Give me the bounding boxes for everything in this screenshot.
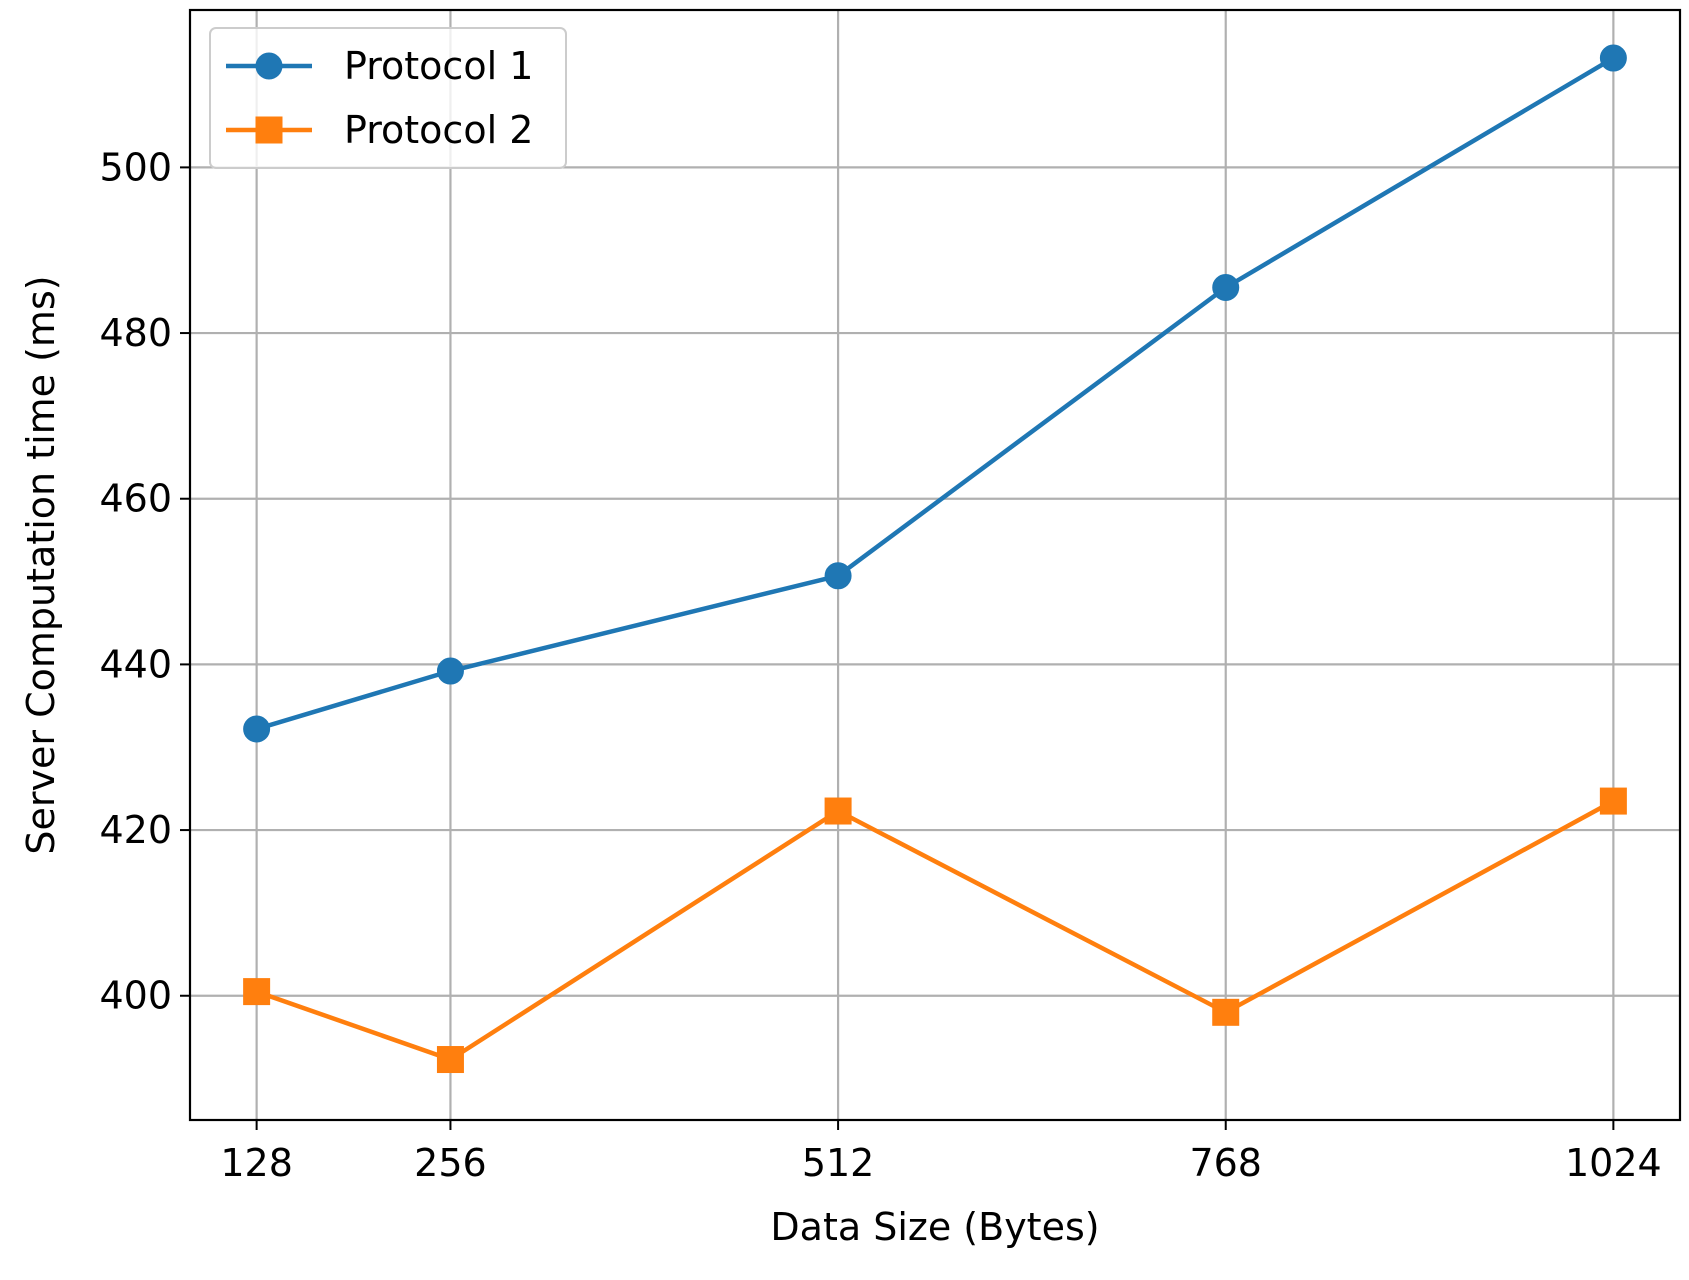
data-point-protocol-1 — [1212, 274, 1240, 301]
x-tick-label: 512 — [802, 1141, 875, 1185]
x-axis-label: Data Size (Bytes) — [770, 1205, 1099, 1249]
x-tick-label: 768 — [1189, 1141, 1262, 1185]
data-point-protocol-2 — [1212, 998, 1240, 1026]
series-protocol-2 — [243, 787, 1627, 1074]
data-point-protocol-2 — [1599, 787, 1627, 815]
x-tick-label: 1024 — [1565, 1141, 1662, 1185]
legend-marker — [255, 116, 283, 144]
legend-entry-protocol-1: Protocol 1 — [226, 44, 533, 88]
y-tick-label: 420 — [99, 808, 172, 852]
series-protocol-1 — [243, 44, 1627, 743]
y-axis-label: Server Computation time (ms) — [19, 275, 63, 854]
series-line-protocol-2 — [253, 798, 1617, 1062]
y-tick-label: 480 — [99, 311, 172, 355]
x-tick-label: 256 — [414, 1141, 487, 1185]
y-tick-label: 460 — [99, 477, 172, 521]
y-tick-label: 440 — [99, 642, 172, 686]
plot-area-frame — [188, 8, 1682, 1122]
data-point-protocol-2 — [436, 1046, 464, 1074]
series-layer — [243, 44, 1627, 1074]
data-point-protocol-1 — [824, 562, 852, 590]
legend-label: Protocol 2 — [344, 108, 533, 152]
data-point-protocol-1 — [436, 657, 464, 685]
data-point-protocol-1 — [243, 715, 271, 743]
grid-lines — [190, 10, 1680, 1120]
legend-marker — [255, 52, 283, 80]
y-tick-label: 400 — [99, 974, 172, 1018]
x-axis-ticks: 128 256 512 768 1024 — [220, 1120, 1662, 1185]
y-tick-label: 500 — [99, 145, 172, 189]
legend-box — [209, 27, 567, 169]
legend-label: Protocol 1 — [344, 44, 533, 88]
y-axis-ticks: 400 420 440 460 480 500 — [99, 145, 190, 1018]
data-point-protocol-2 — [824, 797, 852, 825]
x-tick-label: 128 — [220, 1141, 293, 1185]
legend: Protocol 1 Protocol 2 — [209, 27, 567, 169]
legend-entry-protocol-2: Protocol 2 — [226, 108, 533, 152]
data-point-protocol-1 — [1599, 44, 1627, 72]
data-point-protocol-2 — [243, 978, 271, 1006]
